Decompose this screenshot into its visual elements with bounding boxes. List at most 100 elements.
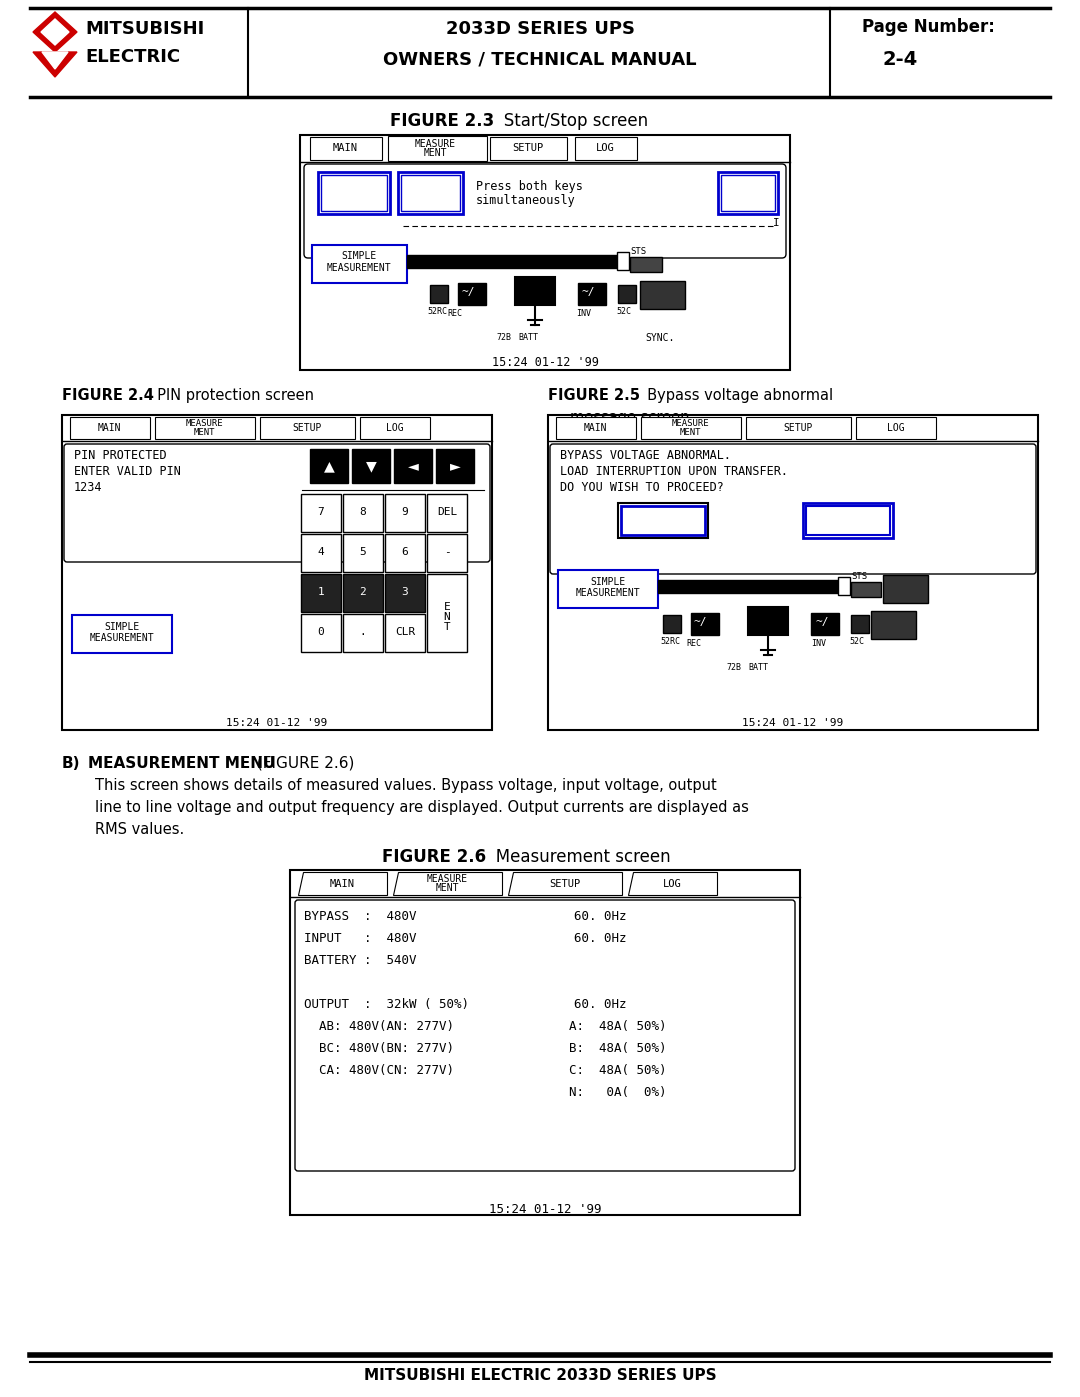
Bar	[321, 175, 387, 211]
Polygon shape	[298, 872, 387, 895]
Text: ▼: ▼	[365, 457, 377, 475]
Bar	[870, 610, 916, 638]
Text: MEASUREMENT: MEASUREMENT	[576, 588, 640, 598]
Text: DEL: DEL	[437, 507, 457, 517]
Text: NO: NO	[839, 513, 856, 527]
Bar	[883, 576, 928, 604]
Polygon shape	[556, 416, 636, 439]
Text: AB: 480V(AN: 277V): AB: 480V(AN: 277V)	[319, 1020, 454, 1032]
Text: 3: 3	[402, 587, 408, 597]
Text: OWNERS / TECHNICAL MANUAL: OWNERS / TECHNICAL MANUAL	[383, 50, 697, 68]
Text: SETUP: SETUP	[550, 879, 581, 888]
Bar	[300, 136, 789, 370]
Bar	[291, 870, 800, 1215]
Text: MENT: MENT	[679, 427, 701, 437]
Text: YES: YES	[650, 513, 676, 527]
Text: MEASURE: MEASURE	[415, 138, 456, 149]
Text: 15:24 01-12 '99: 15:24 01-12 '99	[491, 356, 598, 369]
Bar	[630, 257, 662, 272]
Text: FIGURE 2.6: FIGURE 2.6	[382, 848, 486, 866]
Polygon shape	[508, 872, 622, 895]
Text: 52RC: 52RC	[427, 307, 447, 316]
Text: STS: STS	[851, 571, 867, 581]
Text: 72B: 72B	[726, 664, 741, 672]
Text: MITSUBISHI ELECTRIC 2033D SERIES UPS: MITSUBISHI ELECTRIC 2033D SERIES UPS	[364, 1368, 716, 1383]
Text: 6: 6	[402, 548, 408, 557]
Text: (FIGURE 2.6): (FIGURE 2.6)	[252, 756, 354, 771]
Bar	[578, 284, 606, 305]
Text: ~/: ~/	[815, 617, 828, 627]
Bar	[399, 172, 463, 214]
Text: MENT: MENT	[435, 883, 459, 893]
Bar	[384, 574, 426, 612]
Bar	[384, 495, 426, 532]
Polygon shape	[856, 416, 936, 439]
Text: STOP: STOP	[415, 187, 445, 200]
Text: ▲: ▲	[324, 457, 335, 475]
Text: LOG: LOG	[596, 142, 615, 154]
Text: Start/Stop screen: Start/Stop screen	[488, 112, 648, 130]
Text: 2: 2	[360, 587, 366, 597]
Text: ◄: ◄	[407, 457, 418, 475]
Text: 1: 1	[318, 587, 324, 597]
FancyBboxPatch shape	[64, 444, 490, 562]
Bar	[384, 534, 426, 571]
Text: 9: 9	[402, 507, 408, 517]
Text: 52C: 52C	[849, 637, 864, 645]
Text: SIMPLE: SIMPLE	[591, 577, 625, 587]
Bar	[352, 448, 390, 483]
Bar	[318, 172, 390, 214]
Bar	[718, 172, 778, 214]
Text: N:   0A(  0%): N: 0A( 0%)	[569, 1085, 666, 1099]
Bar	[851, 583, 881, 597]
Text: MEASUREMENT: MEASUREMENT	[90, 633, 154, 643]
FancyBboxPatch shape	[550, 444, 1036, 574]
Bar	[430, 285, 448, 303]
Bar	[806, 506, 890, 535]
Text: MEASUREMENT MENU: MEASUREMENT MENU	[87, 756, 275, 771]
Text: LOG: LOG	[887, 423, 904, 433]
Text: SIMPLE: SIMPLE	[105, 622, 139, 631]
Text: BYPASS VOLTAGE ABNORMAL.: BYPASS VOLTAGE ABNORMAL.	[561, 448, 731, 462]
Polygon shape	[310, 137, 382, 161]
Bar	[436, 448, 474, 483]
Text: SIMPLE: SIMPLE	[341, 251, 377, 261]
Text: MEASURE: MEASURE	[186, 419, 224, 427]
Bar	[838, 577, 850, 595]
Polygon shape	[627, 872, 717, 895]
Text: simultaneously: simultaneously	[476, 194, 576, 207]
Text: 2033D SERIES UPS: 2033D SERIES UPS	[446, 20, 635, 38]
Bar	[427, 534, 467, 571]
Text: BATT: BATT	[518, 332, 538, 342]
Text: ~/: ~/	[582, 286, 595, 298]
Text: MEASURE: MEASURE	[672, 419, 710, 427]
Text: PIN PROTECTED: PIN PROTECTED	[75, 448, 166, 462]
Text: STOP: STOP	[733, 187, 762, 200]
Bar	[310, 448, 348, 483]
Polygon shape	[642, 416, 741, 439]
Text: C:  48A( 50%): C: 48A( 50%)	[569, 1065, 666, 1077]
Text: START: START	[335, 187, 373, 200]
Bar	[301, 615, 341, 652]
Text: LOG: LOG	[386, 423, 403, 433]
Text: MENT: MENT	[423, 148, 447, 158]
Text: Page Number:: Page Number:	[862, 18, 995, 36]
Text: Press both keys: Press both keys	[476, 180, 583, 193]
Bar	[691, 613, 719, 636]
Text: OUTPUT  :  32kW ( 50%): OUTPUT : 32kW ( 50%)	[303, 997, 469, 1011]
Text: CA: 480V(CN: 277V): CA: 480V(CN: 277V)	[319, 1065, 454, 1077]
Polygon shape	[33, 52, 77, 77]
Bar	[427, 495, 467, 532]
Text: E: E	[444, 602, 450, 612]
Bar	[558, 570, 658, 608]
Text: FIGURE 2.5: FIGURE 2.5	[548, 388, 640, 402]
Text: ELECTRIC: ELECTRIC	[85, 47, 180, 66]
Bar	[394, 448, 432, 483]
Text: 15:24 01-12 '99: 15:24 01-12 '99	[742, 718, 843, 728]
Text: ►: ►	[449, 457, 460, 475]
Text: LOG: LOG	[663, 879, 681, 888]
Text: DO YOU WISH TO PROCEED?: DO YOU WISH TO PROCEED?	[561, 481, 724, 495]
Text: 7: 7	[318, 507, 324, 517]
Text: SETUP: SETUP	[783, 423, 812, 433]
Polygon shape	[393, 872, 502, 895]
